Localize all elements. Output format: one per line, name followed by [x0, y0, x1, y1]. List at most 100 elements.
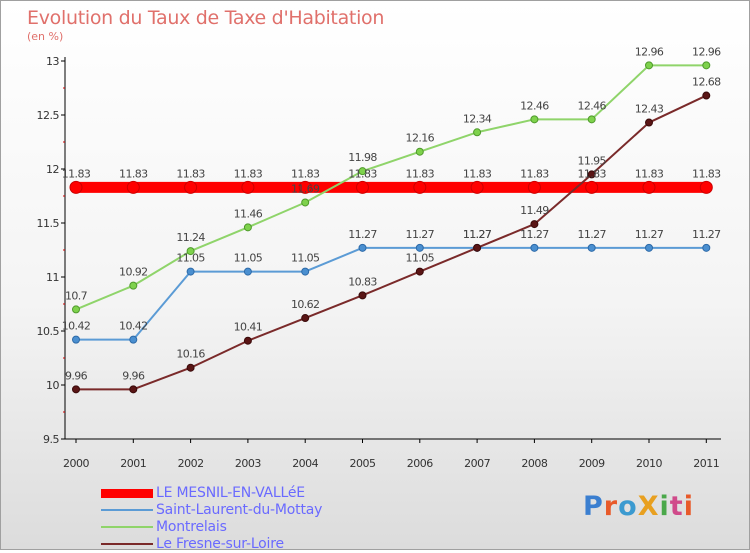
- x-tick-label: 2009: [579, 457, 605, 470]
- data-point: [470, 180, 484, 194]
- y-tick-label: 13: [46, 55, 59, 68]
- data-label: 11.83: [291, 167, 320, 180]
- data-point: [415, 267, 424, 276]
- y-tick-label: 9.5: [43, 433, 59, 446]
- data-label: 12.96: [635, 45, 664, 58]
- data-label: 11.83: [520, 167, 549, 180]
- data-point: [699, 180, 713, 194]
- data-point: [642, 180, 656, 194]
- x-tick-label: 2010: [636, 457, 662, 470]
- series-line-4: [76, 94, 707, 391]
- y-tick-label: 11.5: [37, 217, 60, 230]
- data-point: [186, 267, 195, 276]
- legend-label: Le Fresne-sur-Loire: [156, 536, 284, 552]
- data-point: [186, 363, 195, 372]
- data-label: 10.7: [65, 289, 88, 302]
- series-line-2: [76, 246, 707, 341]
- data-point: [530, 243, 539, 252]
- legend-swatch: [101, 543, 153, 545]
- data-point: [69, 180, 83, 194]
- data-label: 11.24: [176, 231, 205, 244]
- data-point: [702, 91, 711, 100]
- data-label: 11.46: [234, 207, 263, 220]
- legend-swatch: [101, 526, 153, 528]
- data-label: 10.42: [62, 320, 91, 333]
- data-label: 11.27: [520, 228, 549, 241]
- data-label: 11.83: [577, 167, 606, 180]
- data-label: 9.96: [122, 369, 145, 382]
- legend-label: Saint-Laurent-du-Mottay: [156, 502, 323, 518]
- legend-swatch: [101, 509, 153, 511]
- data-point: [72, 335, 80, 344]
- data-point: [585, 180, 599, 194]
- data-point: [413, 180, 427, 194]
- data-point: [241, 180, 255, 194]
- data-point: [301, 267, 310, 276]
- data-label: 11.27: [463, 228, 492, 241]
- data-point: [298, 180, 312, 194]
- data-label: 12.68: [692, 76, 721, 89]
- data-label: 10.16: [176, 348, 205, 361]
- data-point: [301, 198, 310, 207]
- data-point: [527, 180, 541, 194]
- data-label: 12.96: [692, 45, 721, 58]
- unit-label: (en %): [27, 30, 64, 43]
- data-point: [356, 180, 369, 194]
- data-label: 10.83: [348, 275, 377, 288]
- data-label: 12.16: [406, 132, 435, 145]
- data-point: [415, 147, 424, 156]
- data-label: 10.42: [119, 320, 148, 333]
- data-point: [72, 385, 80, 394]
- x-tick-label: 2006: [407, 457, 433, 470]
- y-tick-label: 12: [46, 163, 59, 176]
- data-label: 10.41: [234, 321, 263, 334]
- data-label: 11.27: [635, 228, 664, 241]
- data-label: 12.34: [463, 112, 492, 125]
- x-tick-label: 2002: [178, 457, 204, 470]
- data-label: 11.83: [176, 167, 205, 180]
- data-label: 11.27: [577, 228, 606, 241]
- legend-swatch: [101, 488, 153, 498]
- data-label: 11.05: [234, 252, 263, 265]
- data-point: [126, 180, 140, 194]
- data-point: [645, 243, 653, 252]
- data-label: 11.49: [520, 204, 549, 217]
- data-point: [358, 243, 367, 252]
- legend-label: Montrelais: [156, 519, 227, 535]
- data-label: 11.27: [692, 228, 721, 241]
- y-tick-label: 11: [46, 271, 59, 284]
- x-tick-label: 2003: [235, 457, 261, 470]
- data-point: [243, 267, 252, 276]
- data-point: [415, 243, 424, 252]
- data-point: [702, 61, 711, 70]
- data-point: [243, 223, 252, 232]
- data-label: 11.05: [291, 252, 320, 265]
- data-point: [186, 247, 195, 256]
- data-point: [358, 291, 367, 300]
- data-point: [645, 61, 653, 70]
- data-label: 11.83: [234, 167, 263, 180]
- legend-label: LE MESNIL-EN-VALLéE: [156, 485, 305, 501]
- data-label: 11.83: [406, 167, 435, 180]
- data-point: [587, 170, 596, 179]
- data-label: 11.83: [463, 167, 492, 180]
- series-line-3: [75, 64, 707, 311]
- data-label: 11.95: [577, 154, 606, 167]
- data-point: [129, 335, 138, 344]
- data-label: 11.83: [692, 167, 721, 180]
- data-label: 11.83: [635, 167, 664, 180]
- data-label: 11.83: [348, 167, 377, 180]
- x-tick-label: 2011: [693, 457, 719, 470]
- data-point: [184, 180, 198, 194]
- data-label: 11.98: [348, 151, 377, 164]
- data-point: [358, 167, 367, 176]
- data-label: 12.46: [520, 99, 549, 112]
- data-point: [530, 115, 539, 124]
- y-tick-label: 10: [46, 379, 59, 392]
- data-label: 12.46: [577, 99, 606, 112]
- x-tick-label: 2007: [464, 457, 490, 470]
- chart-title: Evolution du Taux de Taxe d'Habitation: [27, 7, 385, 29]
- data-label: 11.27: [348, 228, 377, 241]
- x-tick-label: 2008: [521, 457, 547, 470]
